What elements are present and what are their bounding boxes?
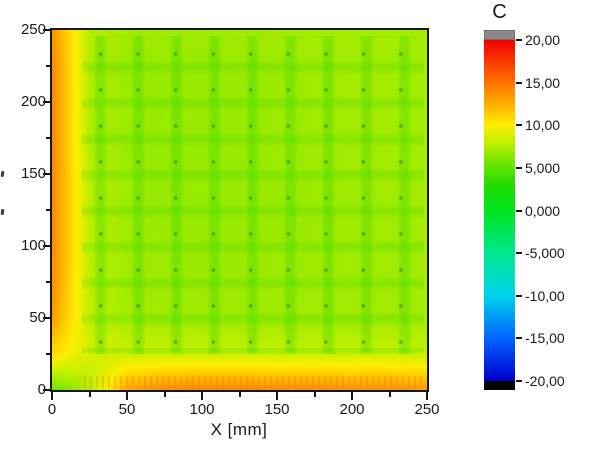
x-tick-label: 50 bbox=[118, 401, 136, 418]
y-axis-minor-tick bbox=[46, 65, 50, 67]
colorbar-tick bbox=[516, 81, 522, 84]
colorbar-tick bbox=[516, 124, 522, 127]
y-axis-tick bbox=[43, 317, 50, 319]
x-axis-minor-tick bbox=[163, 392, 166, 397]
colorbar-tick-label: 20,00 bbox=[525, 32, 561, 48]
y-axis-tick bbox=[43, 389, 50, 391]
y-axis-minor-tick bbox=[46, 281, 50, 283]
y-tick-label: 150 bbox=[20, 165, 46, 182]
y-tick-label: 100 bbox=[20, 237, 46, 254]
y-tick-label: 200 bbox=[20, 93, 46, 110]
y-tick-label: 50 bbox=[29, 309, 46, 326]
colorbar-tick bbox=[516, 209, 522, 212]
y-tick-label: 0 bbox=[37, 381, 46, 398]
x-axis-tick bbox=[201, 392, 203, 400]
x-axis-tick bbox=[126, 392, 128, 400]
y-axis-minor-tick bbox=[46, 209, 50, 211]
y-axis-tick bbox=[43, 101, 50, 103]
x-axis-tick bbox=[351, 392, 353, 400]
colorbar-tick-label: -15,00 bbox=[525, 330, 565, 347]
heatmap-image bbox=[52, 30, 427, 390]
y-axis-minor-tick bbox=[46, 137, 50, 139]
colorbar-tick-label: 15,00 bbox=[525, 74, 561, 91]
x-axis-label: X [mm] bbox=[210, 420, 268, 439]
colorbar-tick bbox=[516, 294, 522, 297]
colorbar-tick bbox=[516, 337, 522, 340]
colorbar-tick-label: -10,00 bbox=[525, 287, 565, 304]
x-axis-tick bbox=[276, 392, 278, 400]
x-axis-tick bbox=[51, 392, 53, 400]
x-axis-tick bbox=[426, 392, 428, 400]
y-axis-tick bbox=[43, 245, 50, 247]
y-axis-tick bbox=[43, 173, 50, 175]
colorbar-tick bbox=[516, 166, 522, 169]
colorbar-title: C bbox=[492, 1, 507, 23]
y-tick-label: 250 bbox=[20, 21, 46, 38]
x-tick-label: 150 bbox=[264, 401, 290, 418]
colorbar-tick-label: 10,00 bbox=[525, 117, 561, 134]
colorbar-tick bbox=[516, 380, 522, 382]
colorbar-tick bbox=[516, 252, 522, 255]
x-tick-label: 200 bbox=[339, 401, 365, 418]
colorbar-underflow-cap bbox=[484, 381, 515, 390]
colorbar-overflow-cap bbox=[484, 30, 515, 40]
y-axis-label-clipped-mark bbox=[0, 208, 5, 216]
x-axis-minor-tick bbox=[313, 392, 316, 397]
x-axis-minor-tick bbox=[238, 392, 241, 397]
x-axis-minor-tick bbox=[88, 392, 91, 397]
x-tick-label: 250 bbox=[414, 401, 440, 418]
x-tick-label: 100 bbox=[189, 401, 215, 418]
colorbar-tick-label: 5,000 bbox=[525, 159, 561, 176]
colorbar-tick-label: -20,00 bbox=[525, 373, 565, 389]
colorbar bbox=[484, 30, 515, 390]
y-axis-minor-tick bbox=[46, 353, 50, 355]
colorbar-tick-label: -5,000 bbox=[525, 245, 565, 262]
colorbar-tick bbox=[516, 39, 522, 41]
x-axis-minor-tick bbox=[388, 392, 391, 397]
plot-area bbox=[50, 28, 429, 392]
colorbar-tick-label: 0,000 bbox=[525, 202, 561, 219]
colorbar-gradient bbox=[484, 40, 515, 381]
x-tick-label: 0 bbox=[47, 401, 57, 418]
y-axis-tick bbox=[43, 29, 50, 31]
